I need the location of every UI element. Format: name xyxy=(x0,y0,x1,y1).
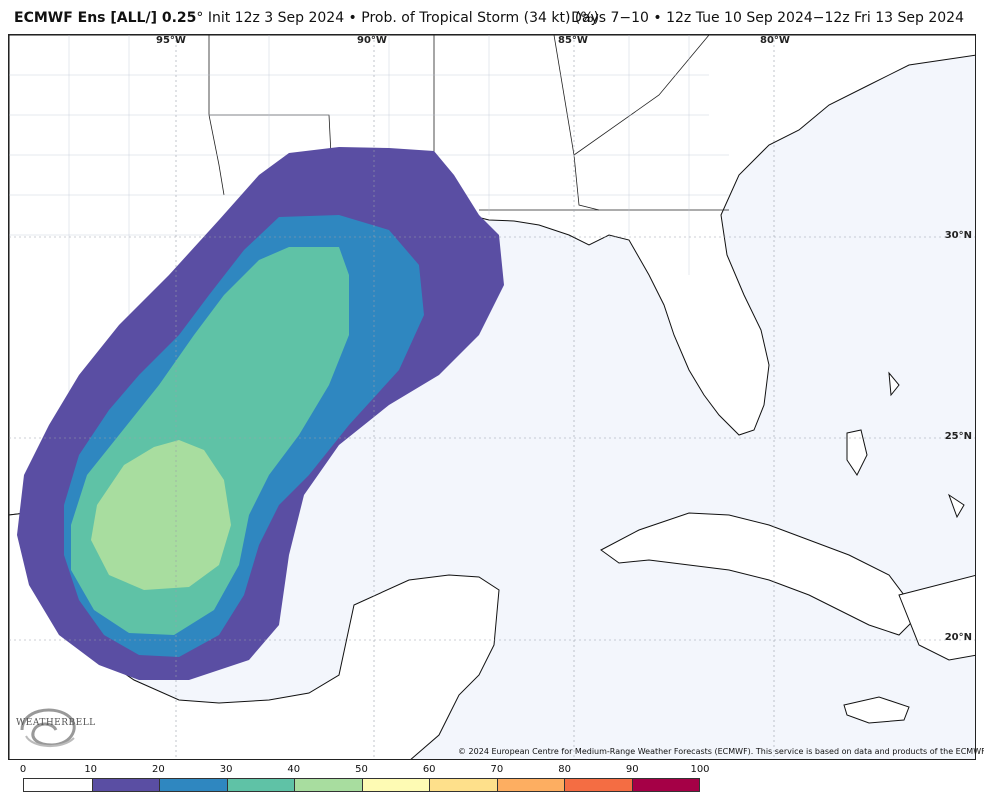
graticule xyxy=(9,35,975,759)
copyright-notice: © 2024 European Centre for Medium-Range … xyxy=(458,747,984,756)
colorbar-tick-label: 100 xyxy=(690,764,710,775)
colorbar xyxy=(23,778,700,792)
county-lines xyxy=(9,35,729,455)
lat-label-30n: 30°N xyxy=(944,230,972,241)
colorbar-tick-label: 70 xyxy=(490,764,504,775)
colorbar-segment xyxy=(564,779,632,791)
cuba-land xyxy=(600,512,920,636)
product-name: • Prob. of Tropical Storm (34 kt) (%) xyxy=(344,10,600,26)
bahamas-land xyxy=(846,371,965,519)
colorbar-segment xyxy=(429,779,497,791)
colorbar-segment xyxy=(24,779,92,791)
colorbar-tick-label: 30 xyxy=(219,764,233,775)
colorbar-segment xyxy=(91,779,159,791)
colorbar-segment xyxy=(496,779,564,791)
hispaniola-land xyxy=(898,574,975,661)
colorbar-tick-label: 20 xyxy=(152,764,165,775)
colorbar-tick-label: 80 xyxy=(558,764,571,775)
colorbar-tick-label: 10 xyxy=(84,764,98,775)
colorbar-segment xyxy=(159,779,227,791)
lon-label-80w: 80°W xyxy=(760,35,790,46)
lat-label-20n: 20°N xyxy=(944,632,972,643)
colorbar-tick-label: 50 xyxy=(355,764,368,775)
lon-label-95w: 95°W xyxy=(156,35,186,46)
valid-time: Days 7−10 • 12z Tue 10 Sep 2024−12z Fri … xyxy=(571,10,964,26)
lon-label-85w: 85°W xyxy=(558,35,588,46)
weatherbell-logo xyxy=(20,708,76,747)
colorbar-segment xyxy=(631,779,699,791)
map-title: ECMWF Ens [ALL/] 0.25° Init 12z 3 Sep 20… xyxy=(14,10,600,26)
colorbar-tick-label: 60 xyxy=(422,764,436,775)
map-canvas xyxy=(9,35,975,759)
logo-text: WEATHERBELL xyxy=(16,718,96,728)
map-panel xyxy=(8,34,976,760)
colorbar-tick-label: 0 xyxy=(19,764,27,775)
colorbar-segment xyxy=(361,779,429,791)
colorbar-segment xyxy=(226,779,294,791)
colorbar-tick-label: 40 xyxy=(287,764,301,775)
colorbar-tick-label: 90 xyxy=(625,764,639,775)
model-name: ECMWF Ens [ALL/] 0.25 xyxy=(14,10,197,26)
prob-40-50 xyxy=(91,440,231,590)
jamaica-land xyxy=(843,696,910,724)
colorbar-segment xyxy=(294,779,362,791)
lon-label-90w: 90°W xyxy=(357,35,387,46)
init-time: Init 12z 3 Sep 2024 xyxy=(203,10,345,26)
lat-label-25n: 25°N xyxy=(944,431,972,442)
